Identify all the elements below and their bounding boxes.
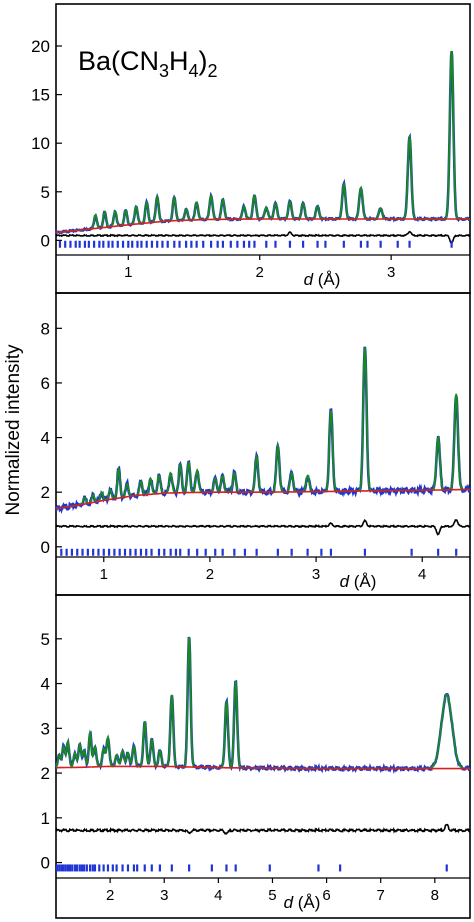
panel-middle: 0 2 4 6 8 1 2 3 4 d (Å) xyxy=(41,292,471,596)
y-tick-label: 0 xyxy=(41,854,50,873)
y-tick-label: 3 xyxy=(41,719,50,738)
panel-top-title: Ba(CN3H4)2 xyxy=(78,46,218,81)
difference-curve xyxy=(55,230,471,245)
x-tick-label: 1 xyxy=(124,264,132,281)
background-curve xyxy=(55,218,470,234)
x-axis-label: d (Å) xyxy=(304,270,341,289)
x-tick-label: 3 xyxy=(160,887,168,904)
observed-curve xyxy=(54,51,471,235)
x-axis-label: d (Å) xyxy=(284,893,321,912)
x-tick-label: 6 xyxy=(322,887,330,904)
x-tick-label: 4 xyxy=(214,887,222,904)
x-axis-label-variable: d xyxy=(284,893,294,912)
x-axis-label-unit: (Å) xyxy=(349,572,376,591)
x-tick-label: 1 xyxy=(100,566,108,583)
y-tick-label: 8 xyxy=(41,319,50,338)
x-tick-label: 3 xyxy=(312,566,320,583)
x-axis-label-unit: (Å) xyxy=(313,270,340,289)
panel-top: 0 5 10 15 20 1 2 3 d (Å) xyxy=(31,3,471,294)
x-axis-label-unit: (Å) xyxy=(293,893,320,912)
y-tick-label: 10 xyxy=(31,134,50,153)
y-tick-label: 4 xyxy=(41,675,50,694)
observed-curve xyxy=(54,636,471,774)
calculated-curve xyxy=(55,637,470,770)
y-tick-label: 1 xyxy=(41,809,50,828)
x-axis-label-variable: d xyxy=(340,572,350,591)
y-tick-label: 0 xyxy=(41,538,50,557)
y-tick-label: 15 xyxy=(31,86,50,105)
y-tick-label: 4 xyxy=(41,429,50,448)
y-tick-label: 5 xyxy=(41,183,50,202)
y-tick-label: 6 xyxy=(41,374,50,393)
y-axis-label: Normalized intensity xyxy=(3,344,24,516)
y-tick-label: 2 xyxy=(41,483,50,502)
difference-curve xyxy=(55,823,471,835)
y-tick-label: 0 xyxy=(41,231,50,250)
panel-bottom: 0 1 2 3 4 5 2 3 4 5 6 7 8 d (Å) xyxy=(41,594,471,919)
panel-frame xyxy=(55,594,471,919)
x-tick-label: 4 xyxy=(418,566,426,583)
x-axis-label: d (Å) xyxy=(340,572,377,591)
x-axis-label-variable: d xyxy=(304,270,314,289)
x-tick-label: 2 xyxy=(256,264,264,281)
panel-frame xyxy=(55,292,471,596)
y-tick-label: 2 xyxy=(41,764,50,783)
x-tick-label: 2 xyxy=(206,566,214,583)
difference-curve xyxy=(55,518,471,536)
x-tick-label: 2 xyxy=(106,887,114,904)
observed-curve xyxy=(54,346,471,515)
x-tick-label: 7 xyxy=(377,887,385,904)
background-curve xyxy=(56,765,470,770)
y-tick-label: 20 xyxy=(31,37,50,56)
x-tick-label: 8 xyxy=(431,887,439,904)
background-curve xyxy=(55,488,470,510)
y-tick-label: 5 xyxy=(41,630,50,649)
x-tick-label: 5 xyxy=(268,887,276,904)
x-tick-label: 3 xyxy=(387,264,395,281)
